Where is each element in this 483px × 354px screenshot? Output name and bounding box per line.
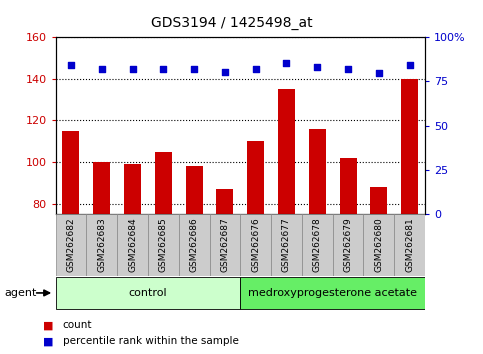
Bar	[340, 158, 356, 214]
Point	[190, 67, 198, 72]
Point	[406, 62, 413, 68]
Point	[252, 67, 259, 72]
Bar	[333, 214, 364, 276]
Point	[344, 67, 352, 72]
Bar	[309, 129, 326, 214]
Point	[221, 69, 229, 74]
Bar	[124, 164, 141, 214]
Text: ■: ■	[43, 320, 54, 330]
Text: control: control	[128, 288, 167, 298]
Point	[98, 67, 106, 72]
Point	[283, 61, 290, 66]
Text: medroxyprogesterone acetate: medroxyprogesterone acetate	[248, 288, 417, 298]
Bar	[247, 141, 264, 214]
Bar	[401, 79, 418, 214]
Text: GSM262678: GSM262678	[313, 217, 322, 272]
Bar	[148, 214, 179, 276]
Text: GSM262682: GSM262682	[67, 217, 75, 272]
Point	[159, 67, 167, 72]
Bar	[370, 187, 387, 214]
Text: GSM262677: GSM262677	[282, 217, 291, 272]
Bar	[185, 166, 202, 214]
Point	[67, 62, 75, 68]
Text: GSM262679: GSM262679	[343, 217, 353, 272]
Text: GSM262683: GSM262683	[97, 217, 106, 272]
Text: GDS3194 / 1425498_at: GDS3194 / 1425498_at	[151, 16, 313, 30]
Bar	[56, 277, 241, 309]
Bar	[56, 214, 86, 276]
Bar	[62, 131, 79, 214]
Point	[313, 64, 321, 70]
Bar	[117, 214, 148, 276]
Bar	[86, 214, 117, 276]
Text: GSM262681: GSM262681	[405, 217, 414, 272]
Text: percentile rank within the sample: percentile rank within the sample	[63, 336, 239, 346]
Text: GSM262687: GSM262687	[220, 217, 229, 272]
Bar	[240, 214, 271, 276]
Text: GSM262680: GSM262680	[374, 217, 384, 272]
Bar	[271, 214, 302, 276]
Point	[128, 67, 136, 72]
Bar	[364, 214, 394, 276]
Bar	[302, 214, 333, 276]
Text: count: count	[63, 320, 92, 330]
Bar	[216, 189, 233, 214]
Bar	[210, 214, 240, 276]
Text: ■: ■	[43, 336, 54, 346]
Bar	[179, 214, 210, 276]
Point	[375, 70, 383, 75]
Text: GSM262684: GSM262684	[128, 217, 137, 272]
Bar	[394, 214, 425, 276]
Bar	[93, 162, 110, 214]
Text: GSM262686: GSM262686	[190, 217, 199, 272]
Text: GSM262685: GSM262685	[159, 217, 168, 272]
Bar	[155, 152, 172, 214]
Text: agent: agent	[5, 288, 37, 298]
Bar	[240, 277, 425, 309]
Text: GSM262676: GSM262676	[251, 217, 260, 272]
Bar	[278, 89, 295, 214]
